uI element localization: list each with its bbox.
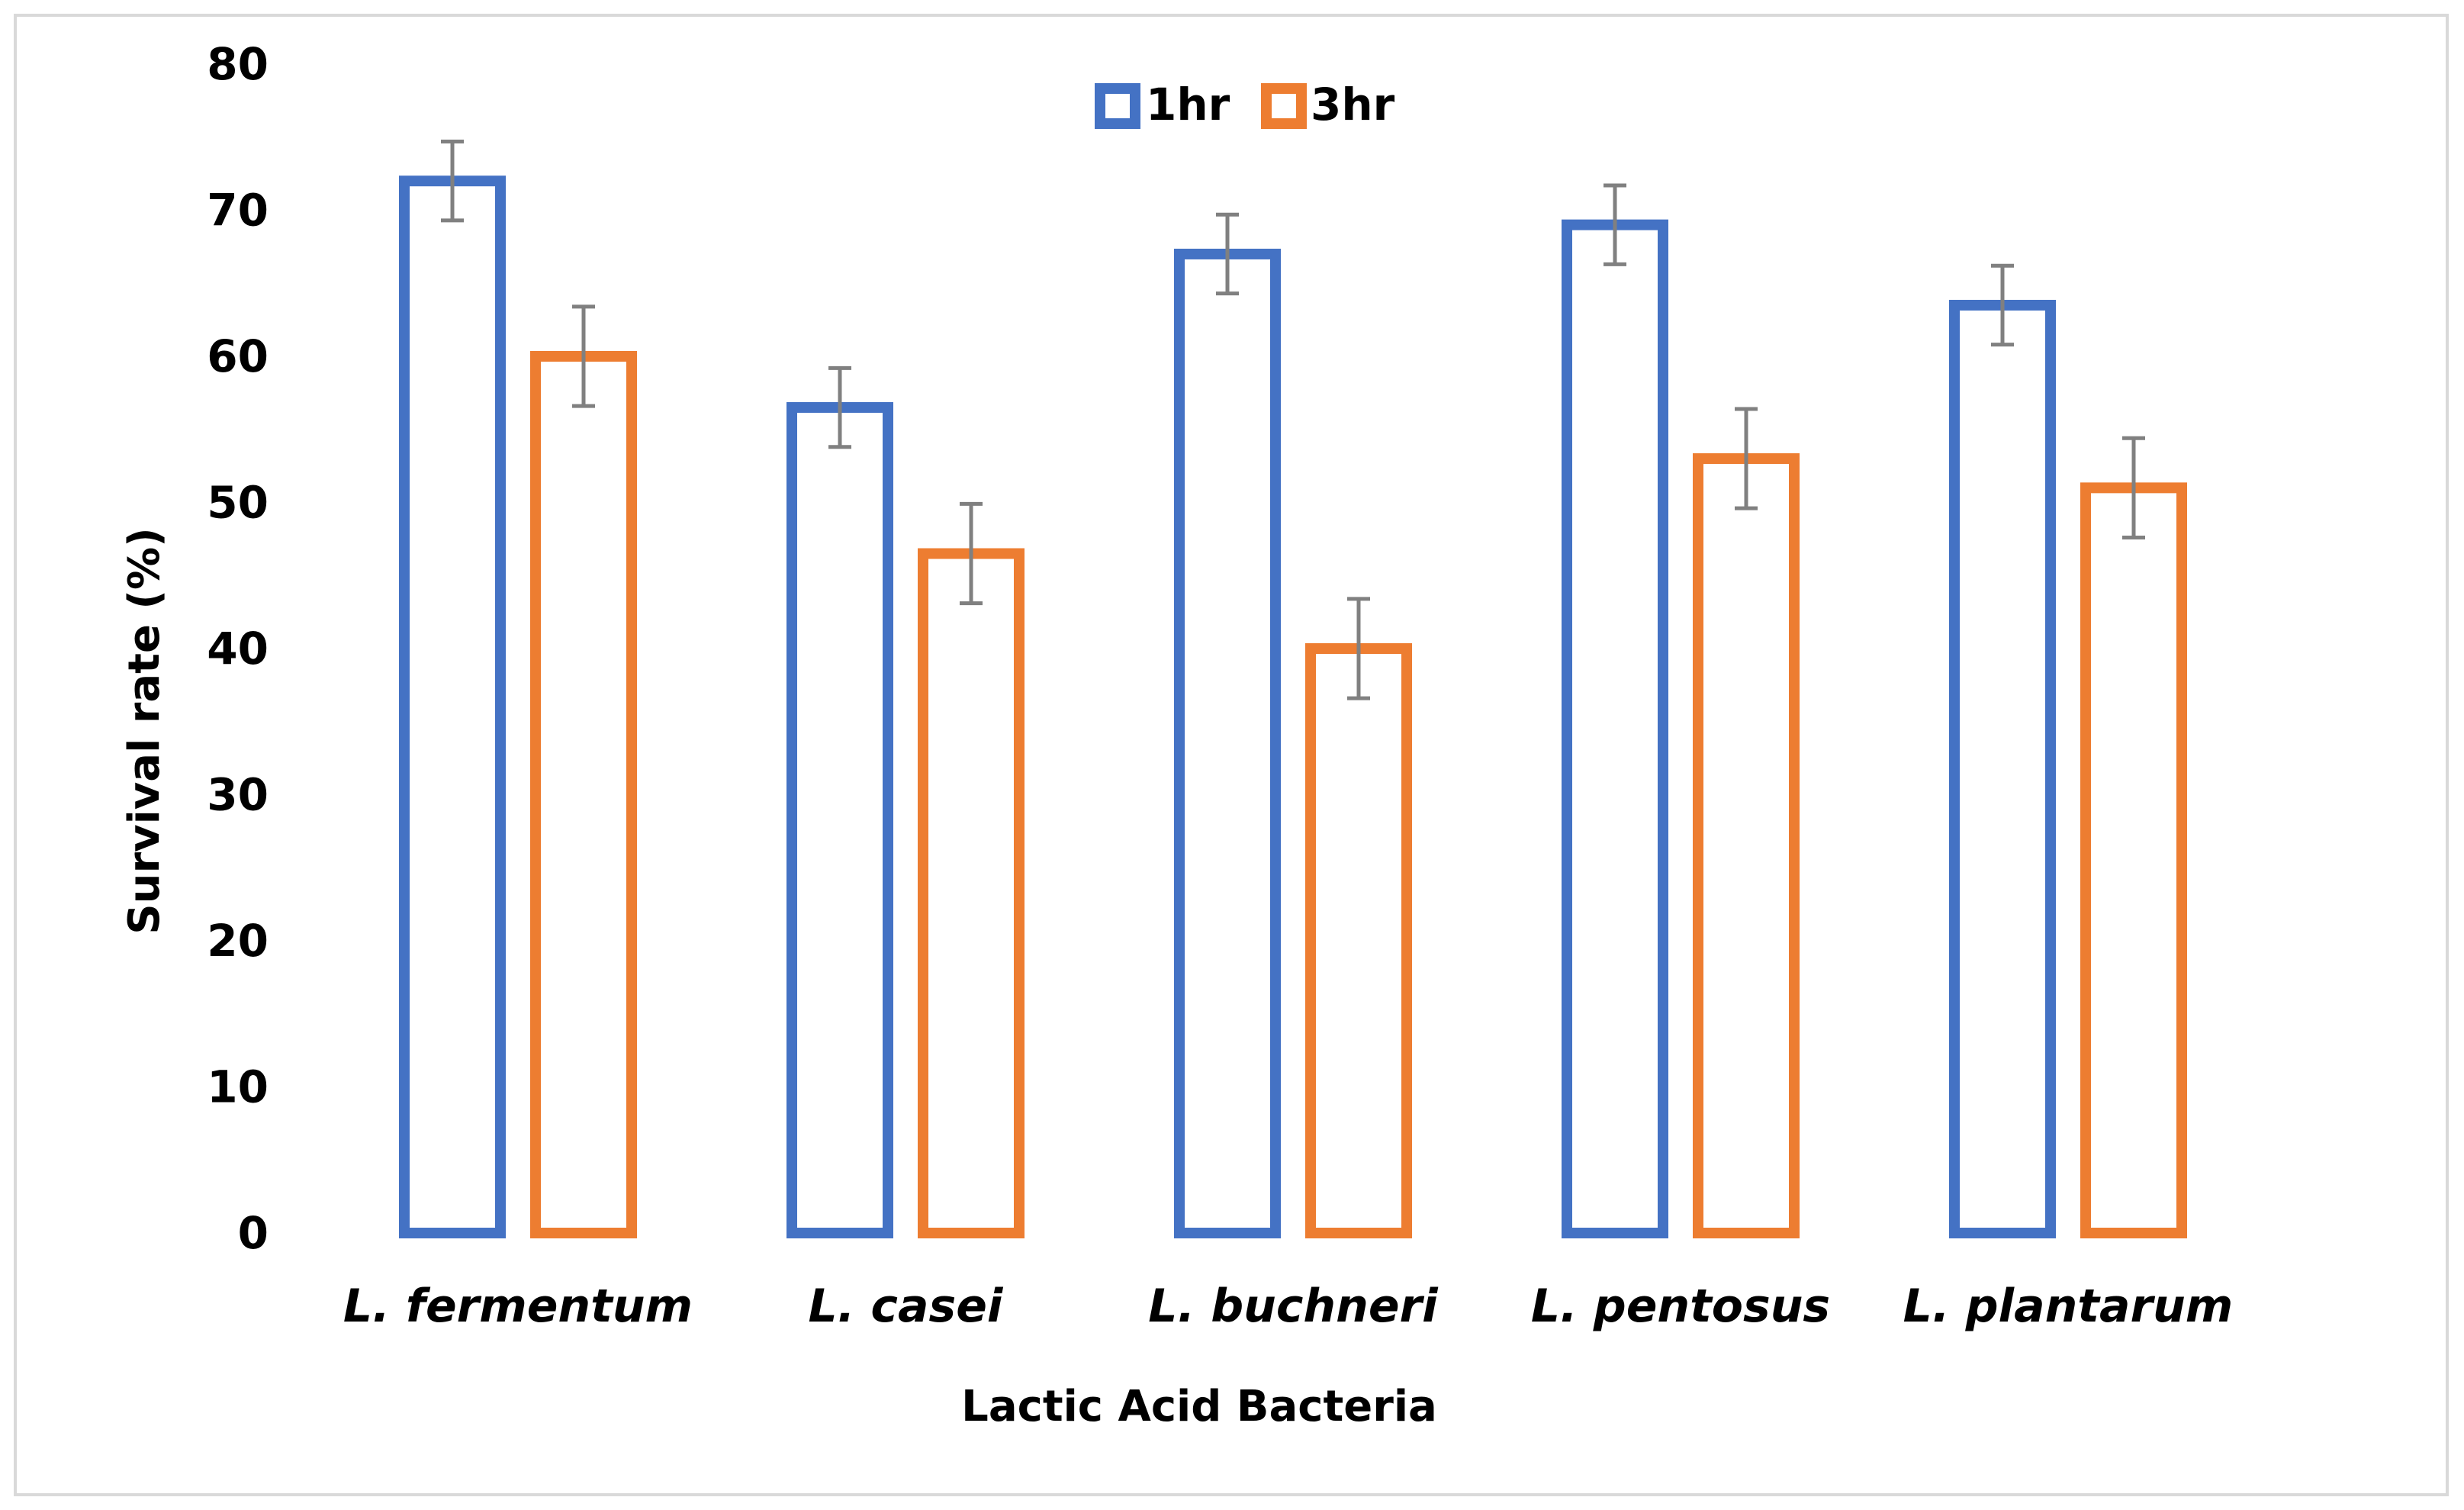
bar-3hr-2 (918, 548, 1025, 1238)
bar-1hr-5 (1949, 299, 2056, 1239)
bar-1hr-3 (1174, 248, 1281, 1239)
error-bar-3hr-3 (1347, 597, 1370, 700)
bar-1hr-2 (786, 402, 893, 1238)
y-axis-title: Survival rate (%) (120, 527, 169, 934)
y-tick-label: 80 (207, 38, 269, 90)
legend: 1hr 3hr (1095, 79, 1395, 130)
x-category-label: L. buchneri (1148, 1280, 1439, 1333)
bars (399, 175, 2187, 1239)
bar-3hr-1 (530, 351, 637, 1238)
error-bar-1hr-4 (1604, 183, 1626, 266)
bar-3hr-5 (2080, 482, 2187, 1238)
x-axis-title: Lactic Acid Bacteria (961, 1382, 1437, 1431)
bar-1hr-1 (399, 175, 506, 1239)
y-tick-label: 40 (207, 623, 269, 675)
x-category-label: L. fermentum (343, 1280, 693, 1333)
error-bar-3hr-2 (960, 501, 983, 606)
y-tick-label: 70 (207, 185, 269, 237)
y-tick-label: 10 (207, 1061, 269, 1113)
legend-label-1hr: 1hr (1146, 79, 1230, 130)
error-bar-1hr-1 (441, 139, 464, 223)
error-bar-1hr-3 (1216, 212, 1239, 296)
bar-1hr-4 (1562, 219, 1668, 1238)
error-bar-3hr-5 (2122, 436, 2145, 539)
legend-label-3hr: 3hr (1311, 79, 1395, 130)
x-axis-category-labels: L. fermentum L. casei L. buchneri L. pentos… (343, 1280, 2233, 1333)
bar-3hr-3 (1305, 643, 1412, 1238)
error-bar-3hr-4 (1735, 407, 1758, 510)
legend-swatch-3hr (1261, 83, 1307, 129)
error-bar-3hr-1 (572, 304, 595, 408)
error-bar-1hr-2 (828, 365, 851, 449)
x-category-label: L. casei (809, 1280, 1004, 1333)
x-category-label: L. pentosus (1531, 1280, 1830, 1333)
y-tick-label: 20 (207, 915, 269, 967)
y-tick-label: 30 (207, 769, 269, 821)
y-tick-label: 50 (207, 477, 269, 529)
error-bars (441, 139, 2145, 700)
legend-swatch-1hr (1095, 83, 1140, 129)
bar-3hr-4 (1693, 453, 1800, 1238)
y-tick-label: 0 (238, 1207, 269, 1259)
x-category-label: L. plantarum (1903, 1280, 2234, 1333)
y-axis-ticks: 0 10 20 30 40 50 60 70 80 (207, 38, 269, 1259)
error-bar-1hr-5 (1991, 263, 2014, 347)
y-tick-label: 60 (207, 330, 269, 382)
